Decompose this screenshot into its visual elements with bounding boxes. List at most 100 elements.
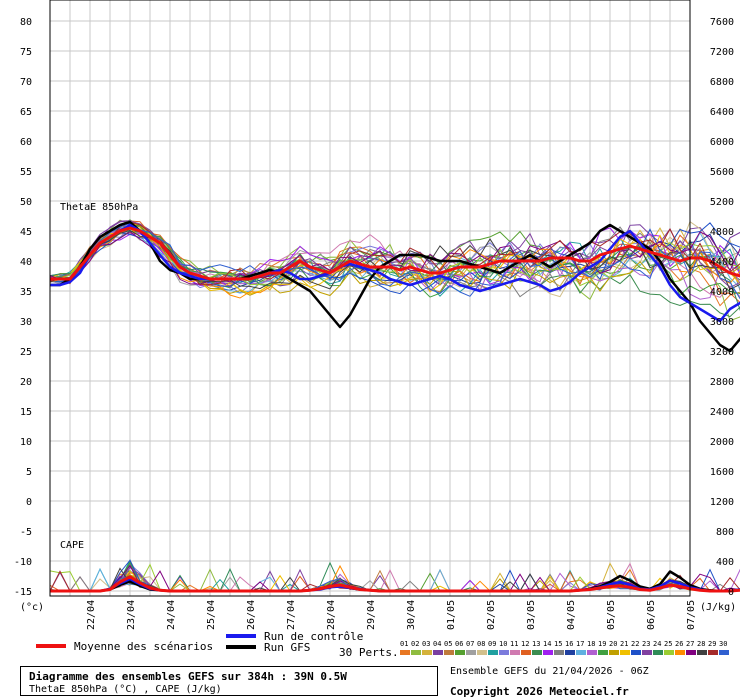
pert-legend-number: 25: [664, 640, 672, 648]
pert-legend-number: 09: [488, 640, 496, 648]
pert-legend-swatch: [653, 650, 663, 655]
y-tick-right: 7200: [710, 47, 734, 58]
legend-label-gfs: Run GFS: [264, 641, 310, 654]
pert-legend-swatch: [697, 650, 707, 655]
chart-title-box: Diagramme des ensembles GEFS sur 384h : …: [20, 666, 438, 696]
chart-subtitle: ThetaE 850hPa (°C) , CAPE (J/kg): [29, 684, 222, 695]
y-tick-left: 35: [20, 287, 32, 298]
pert-legend-swatch: [510, 650, 520, 655]
y-tick-left: 40: [20, 257, 32, 268]
pert-legend-swatch: [719, 650, 729, 655]
pert-legend-number: 17: [576, 640, 584, 648]
pert-legend-number: 20: [609, 640, 617, 648]
pert-legend-number: 03: [422, 640, 430, 648]
pert-legend-swatch: [499, 650, 509, 655]
y-tick-right: 5600: [710, 167, 734, 178]
y-left-unit: (°c): [20, 602, 44, 613]
y-tick-right: 2400: [710, 407, 734, 418]
y-tick-right: 6800: [710, 77, 734, 88]
y-tick-left: 60: [20, 137, 32, 148]
pert-legend-number: 26: [675, 640, 683, 648]
pert-legend-number: 30: [719, 640, 727, 648]
chart-title: Diagramme des ensembles GEFS sur 384h : …: [29, 670, 347, 683]
perturbation-line-cape: [50, 567, 740, 592]
y-tick-left: -5: [20, 527, 32, 538]
pert-legend-number: 21: [620, 640, 628, 648]
perturbation-line-thetae: [49, 220, 740, 287]
pert-legend-number: 05: [444, 640, 452, 648]
series-line-cape: [50, 575, 740, 593]
x-tick-label: 04/05: [566, 600, 577, 630]
y-axis-right: 7600720068006400600056005200480044004000…: [710, 17, 734, 598]
pert-legend-swatch: [455, 650, 465, 655]
y-tick-right: 6400: [710, 107, 734, 118]
pert-legend-swatch: [400, 650, 410, 655]
pert-legend-swatch: [477, 650, 487, 655]
pert-legend-number: 12: [521, 640, 529, 648]
x-axis: 22/04 23/04 24/04 25/04 26/04 27/04 28/04 29/04…: [86, 600, 697, 630]
grid: [49, 0, 691, 596]
pert-legend-swatch: [587, 650, 597, 655]
y-tick-left: 80: [20, 17, 32, 28]
y-tick-right: 1600: [710, 467, 734, 478]
x-tick-label: 30/04: [406, 600, 417, 630]
y-tick-left: 70: [20, 77, 32, 88]
pert-legend-number: 18: [587, 640, 595, 648]
y-tick-right: 0: [728, 587, 734, 598]
pert-legend-number: 27: [686, 640, 694, 648]
y-tick-left: -10: [14, 557, 32, 568]
pert-legend-swatch: [488, 650, 498, 655]
y-tick-right: 7600: [710, 17, 734, 28]
y-tick-right: 400: [716, 557, 734, 568]
pert-legend-number: 16: [565, 640, 573, 648]
pert-legend-number: 13: [532, 640, 540, 648]
perturbation-legend: 01 02 03 04 05 06 07 08 09 10 11 12 13 14 15 16 17 18 19 20…: [400, 640, 729, 655]
pert-legend-swatch: [664, 650, 674, 655]
pert-legend-swatch: [598, 650, 608, 655]
y-tick-right: 2800: [710, 377, 734, 388]
pert-legend-swatch: [521, 650, 531, 655]
y-tick-left: 55: [20, 167, 32, 178]
pert-legend-swatch: [554, 650, 564, 655]
x-tick-label: 03/05: [526, 600, 537, 630]
series-line-thetae: [50, 220, 740, 353]
ensemble-run-label: Ensemble GEFS du 21/04/2026 - 06Z: [450, 666, 649, 677]
plot-frame: [49, 0, 691, 597]
pert-legend-swatch: [543, 650, 553, 655]
pert-legend-number: 08: [477, 640, 485, 648]
pert-legend-number: 01: [400, 640, 408, 648]
series-line-thetae: [50, 226, 740, 281]
y-tick-right: 4800: [710, 227, 734, 238]
perturbation-line-thetae: [49, 221, 740, 294]
pert-legend-swatch: [642, 650, 652, 655]
perturbation-line-thetae: [49, 227, 740, 300]
legend: Moyenne des scénarios Run de contrôle Ru…: [36, 630, 729, 659]
y-tick-right: 800: [716, 527, 734, 538]
x-tick-label: 07/05: [686, 600, 697, 630]
y-tick-left: 0: [26, 497, 32, 508]
perturbation-line-thetae: [49, 224, 740, 297]
x-tick-label: 22/04: [86, 600, 97, 630]
x-tick-label: 29/04: [366, 600, 377, 630]
perturbation-line-thetae: [49, 227, 740, 288]
pert-legend-number: 14: [543, 640, 551, 648]
perturbation-line-thetae: [49, 227, 740, 299]
x-tick-label: 27/04: [286, 600, 297, 630]
pert-legend-swatch: [620, 650, 630, 655]
pert-legend-swatch: [411, 650, 421, 655]
pert-legend-number: 28: [697, 640, 705, 648]
y-tick-left: 15: [20, 407, 32, 418]
pert-legend-swatch: [565, 650, 575, 655]
perturbation-line-thetae: [49, 231, 740, 285]
main-series-lines: [50, 220, 740, 593]
pert-legend-number: 06: [455, 640, 463, 648]
y-tick-right: 1200: [710, 497, 734, 508]
legend-label-controle: Run de contrôle: [264, 630, 363, 643]
pert-legend-number: 29: [708, 640, 716, 648]
y-tick-left: 20: [20, 377, 32, 388]
y-tick-left: 75: [20, 47, 32, 58]
y-tick-right: 5200: [710, 197, 734, 208]
pert-legend-swatch: [433, 650, 443, 655]
panel-label-thetae: ThetaE 850hPa: [60, 202, 138, 213]
